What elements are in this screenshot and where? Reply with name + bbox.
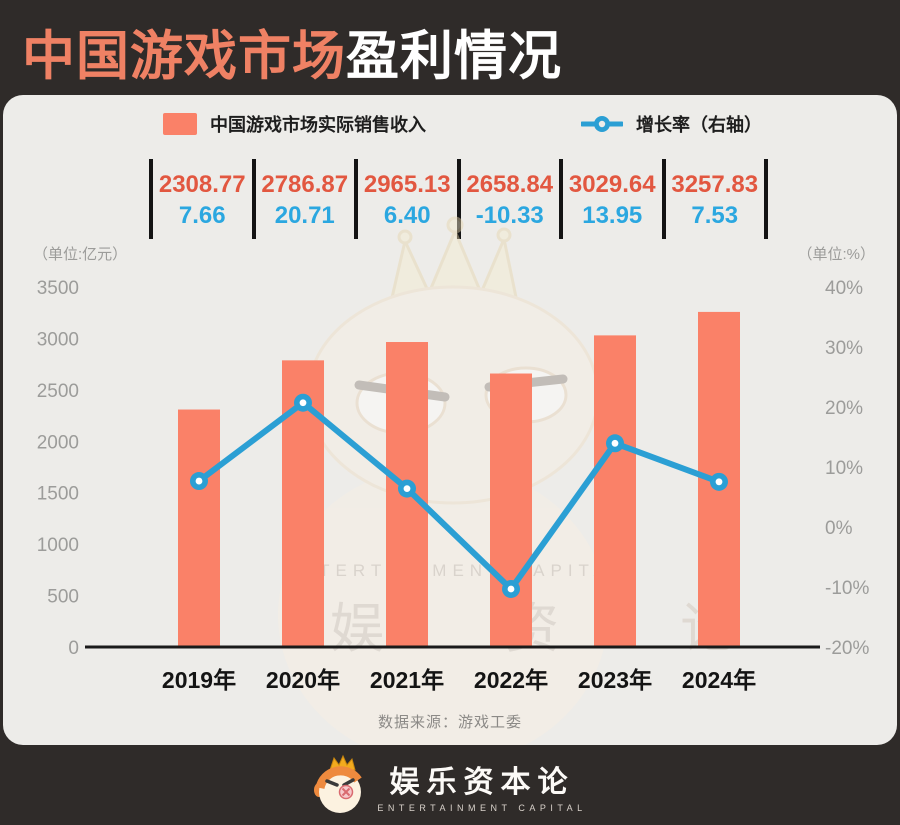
growth-value: 20.71 — [274, 201, 335, 229]
growth-point-center — [403, 485, 411, 492]
right-axis-tick: 40% — [825, 278, 863, 299]
brand-name: 娱乐资本论 — [389, 765, 575, 800]
growth-point-center — [715, 478, 723, 486]
right-axis-tick: 30% — [825, 338, 863, 359]
right-axis-unit: （单位:%） — [797, 246, 875, 263]
data-source-note: 数据来源：游戏工委 — [377, 714, 522, 731]
legend-line-label: 增长率（右轴） — [636, 115, 762, 135]
revenue-value: 2658.84 — [466, 170, 554, 198]
value-table-column: 2786.87 20.71 — [251, 159, 355, 239]
growth-value: 7.66 — [178, 201, 226, 229]
left-axis-unit: （单位:亿元） — [33, 246, 128, 263]
revenue-value: 2308.77 — [158, 170, 246, 198]
value-table-column: 3257.83 7.53 — [661, 159, 765, 239]
category-label: 2023年 — [578, 667, 652, 693]
right-axis-tick: -20% — [825, 638, 869, 659]
left-axis-tick: 1000 — [37, 535, 79, 556]
value-table-column: 2965.13 6.40 — [354, 159, 457, 239]
revenue-bar — [594, 335, 636, 647]
growth-point-center — [507, 585, 515, 593]
category-label: 2020年 — [266, 667, 340, 693]
value-table-column: 2658.84 -10.33 — [456, 159, 560, 239]
right-axis-tick: 0% — [825, 518, 853, 539]
watermark-mascot — [278, 216, 608, 745]
revenue-value: 3029.64 — [568, 170, 656, 198]
category-label: 2022年 — [474, 667, 548, 693]
right-axis-tick: -10% — [825, 578, 869, 599]
left-axis-tick: 1500 — [37, 484, 79, 505]
growth-value: 7.53 — [691, 201, 739, 229]
revenue-value: 2786.87 — [261, 170, 349, 198]
bar-series-swatch-icon — [163, 113, 197, 135]
legend-bar-label: 中国游戏市场实际销售收入 — [210, 115, 426, 135]
revenue-value: 2965.13 — [363, 170, 451, 198]
page-title-rest: 盈利情况 — [346, 27, 562, 86]
left-axis-tick: 500 — [47, 587, 79, 608]
brand-mascot-icon — [314, 754, 363, 813]
page-title-highlight: 中国游戏市场 — [22, 27, 346, 86]
footer-brand: 娱乐资本论 ENTERTAINMENT CAPITAL — [0, 745, 900, 825]
brand-subtitle: ENTERTAINMENT CAPITAL — [377, 803, 587, 813]
growth-value: -10.33 — [475, 201, 544, 229]
left-axis-tick: 2500 — [37, 381, 79, 402]
chart-card: 中国游戏市场实际销售收入 增长率（右轴） 2308.77 7.66 2786.87 2… — [3, 95, 897, 745]
growth-point-center — [611, 439, 619, 447]
right-axis-tick: 10% — [825, 458, 863, 479]
value-table: 2308.77 7.66 2786.87 20.71 2965.13 6.40 2658.8… — [149, 159, 768, 239]
legend-bar-series: 中国游戏市场实际销售收入 — [163, 111, 426, 137]
category-label: 2019年 — [162, 667, 236, 693]
axis-labels-layer: 3500 3000 2500 2000 1500 1000 500 0 40% 30% 20% 10%… — [37, 278, 870, 693]
watermark-text-en: ENTERTAINMENT CAPITAL — [284, 561, 627, 580]
value-table-column: 3029.64 13.95 — [559, 159, 662, 239]
legend-line-series: 增长率（右轴） — [581, 111, 762, 137]
growth-point-center — [299, 399, 307, 407]
left-axis-tick: 0 — [68, 638, 79, 659]
right-axis-tick: 20% — [825, 398, 863, 419]
chart-canvas: ENTERTAINMENT CAPITAL 娱 资 论 350030002500… — [37, 216, 870, 745]
value-table-column: 2308.77 7.66 — [149, 159, 252, 239]
growth-value: 6.40 — [383, 201, 431, 229]
left-axis-tick: 3500 — [37, 278, 79, 299]
line-series-layer — [190, 393, 728, 598]
category-label: 2024年 — [682, 667, 756, 693]
growth-value: 13.95 — [582, 201, 643, 229]
category-label: 2021年 — [370, 667, 444, 693]
revenue-value: 3257.83 — [671, 170, 759, 198]
line-series-marker-icon — [581, 116, 623, 132]
revenue-bar — [178, 409, 220, 647]
left-axis-tick: 3000 — [37, 329, 79, 350]
revenue-bar — [490, 373, 532, 647]
growth-line — [196, 399, 722, 592]
left-axis-tick: 2000 — [37, 432, 79, 453]
growth-point-center — [195, 477, 203, 485]
page-title: 中国游戏市场盈利情况 — [22, 14, 562, 90]
